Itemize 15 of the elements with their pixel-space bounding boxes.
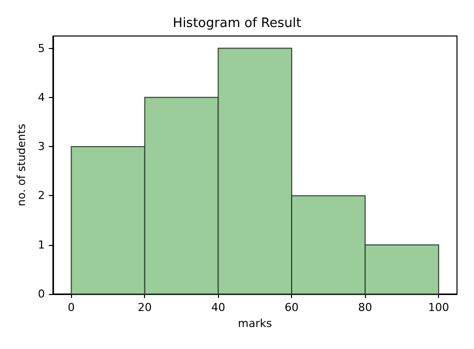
x-tick-label: 0 [68,301,75,314]
x-tick-label: 80 [358,301,372,314]
y-tick-label: 0 [38,288,45,300]
y-tick-label: 1 [38,238,45,252]
y-tick-label: 4 [38,90,45,104]
x-axis-title: marks [238,317,272,330]
x-tick-label: 60 [284,301,299,314]
y-tick-label: 2 [38,189,45,202]
x-tick-label: 20 [138,301,152,314]
x-tick-label: 100 [428,301,450,314]
y-tick-label: 3 [38,140,45,154]
y-axis-title: no. of students [15,124,28,206]
x-tick-label: 40 [211,301,226,314]
chart-title: Histogram of Result [172,16,302,31]
y-tick-label: 5 [38,42,45,55]
